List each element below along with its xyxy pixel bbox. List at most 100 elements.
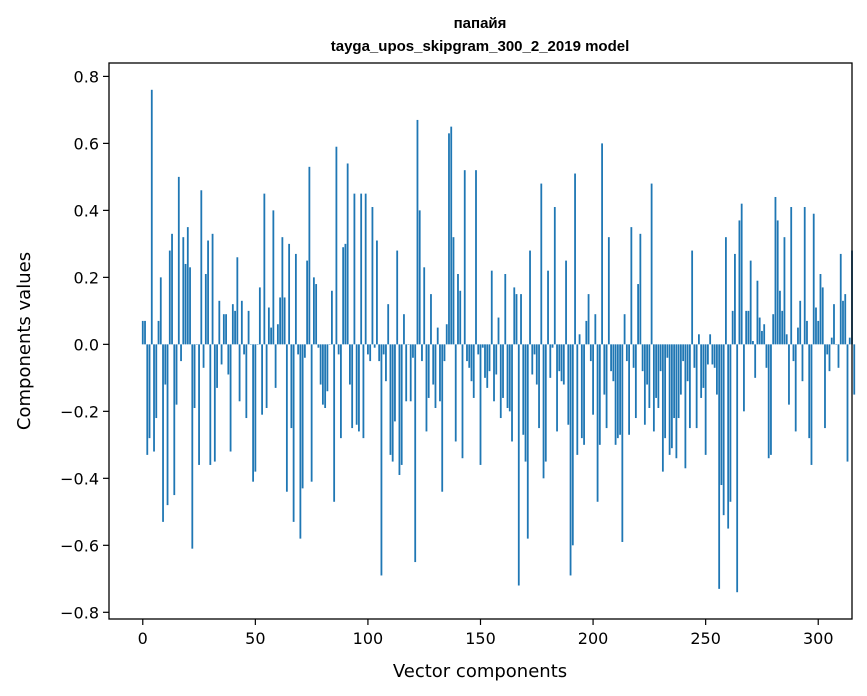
bar <box>141 320 144 345</box>
bar <box>511 344 513 442</box>
bar <box>558 344 561 372</box>
bar <box>801 344 804 382</box>
bar <box>378 344 381 362</box>
bar <box>853 344 856 395</box>
bar <box>533 344 536 355</box>
bar <box>240 300 243 345</box>
bar <box>824 344 826 429</box>
bar <box>303 344 306 358</box>
bar <box>389 344 392 455</box>
bar <box>276 324 279 345</box>
bar <box>493 344 495 402</box>
bar <box>731 310 734 345</box>
bar <box>202 344 205 368</box>
bar <box>486 344 489 388</box>
bar <box>664 344 667 439</box>
bar <box>520 294 522 345</box>
bar <box>765 344 768 368</box>
bar <box>459 290 462 345</box>
bar <box>535 344 538 385</box>
bar <box>488 344 491 372</box>
bar <box>806 320 808 345</box>
bar <box>184 263 187 345</box>
bar <box>754 344 757 378</box>
bar <box>808 344 811 439</box>
bar <box>342 247 345 345</box>
x-tick-label: 300 <box>803 629 834 648</box>
bar <box>358 344 360 432</box>
bar <box>592 344 594 415</box>
bar <box>551 344 554 348</box>
bar <box>781 310 784 345</box>
bar <box>454 344 457 442</box>
bar <box>616 344 619 439</box>
bar <box>470 344 473 382</box>
bar <box>279 297 282 345</box>
bar <box>207 240 209 345</box>
bar <box>448 133 450 345</box>
bar <box>747 310 750 345</box>
bar <box>254 344 257 472</box>
bar <box>704 344 707 455</box>
bar <box>682 344 685 362</box>
bar <box>229 344 232 452</box>
bar <box>416 119 419 345</box>
bar <box>294 253 297 345</box>
bar <box>833 304 835 345</box>
bar <box>517 344 520 586</box>
bar <box>574 173 576 345</box>
y-tick-label: 0.8 <box>74 67 99 86</box>
y-tick-label: 0.0 <box>74 335 99 354</box>
bar <box>263 193 266 345</box>
x-tick-label: 200 <box>578 629 609 648</box>
bar <box>794 344 797 432</box>
bar <box>776 220 779 345</box>
bar <box>549 344 552 378</box>
bar <box>349 344 351 385</box>
bar <box>506 344 509 408</box>
bar <box>398 344 401 475</box>
bar <box>216 344 218 388</box>
bar <box>569 344 572 576</box>
bar <box>788 344 790 405</box>
bar <box>213 344 216 462</box>
bar <box>819 274 822 345</box>
bar <box>497 317 500 345</box>
bar <box>659 344 662 372</box>
bar <box>578 334 581 345</box>
bar <box>637 284 640 345</box>
bar <box>770 344 772 455</box>
bar <box>758 317 761 345</box>
bar <box>508 344 511 412</box>
bar <box>285 344 288 492</box>
bar <box>382 344 385 355</box>
bar <box>319 344 322 385</box>
bar <box>153 344 155 452</box>
bar <box>412 344 414 358</box>
bar <box>783 237 786 345</box>
bar <box>652 344 655 432</box>
bar <box>238 344 241 402</box>
bar <box>688 344 691 429</box>
bar <box>695 344 698 429</box>
bar <box>817 320 820 345</box>
bar <box>236 257 239 345</box>
y-tick-label: 0.4 <box>74 201 99 220</box>
bar <box>144 320 146 345</box>
bar <box>502 344 504 398</box>
bar <box>830 337 833 345</box>
x-axis-label: Vector components <box>393 661 567 682</box>
bar <box>367 344 369 355</box>
chart-title-line-1: папайя <box>454 15 507 32</box>
bar <box>565 260 567 345</box>
bar <box>177 176 180 345</box>
bar <box>452 237 455 345</box>
bar <box>421 344 423 362</box>
bar <box>164 344 167 385</box>
bar <box>409 344 412 402</box>
bar <box>267 307 270 345</box>
bar <box>405 344 408 402</box>
bar <box>243 344 245 355</box>
bar <box>522 344 525 435</box>
bar <box>362 344 365 439</box>
